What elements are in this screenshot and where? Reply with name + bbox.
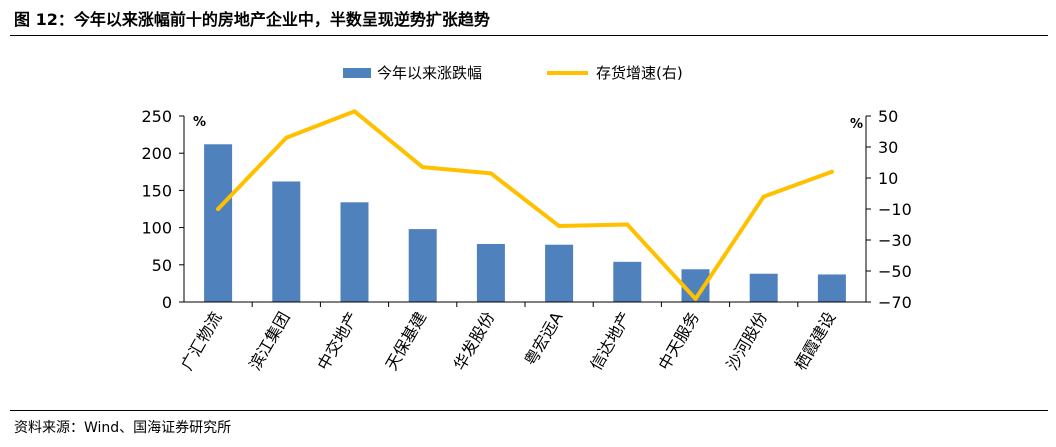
left-tick-label: 50 <box>152 256 172 275</box>
right-tick-label: 30 <box>878 138 898 157</box>
bar-9 <box>749 273 778 302</box>
right-tick-label: −70 <box>878 293 912 312</box>
legend-bar-label: 今年以来涨跌幅 <box>377 64 482 82</box>
axes <box>179 115 871 307</box>
category-label: 滨江集团 <box>245 309 293 374</box>
left-tick-label: 250 <box>141 107 172 126</box>
right-tick-label: 50 <box>878 107 898 126</box>
bar-10 <box>817 274 846 302</box>
legend-bar-swatch <box>343 68 371 78</box>
line-path <box>216 109 834 301</box>
left-tick-label: 0 <box>162 293 172 312</box>
category-label: 信达地产 <box>586 309 634 374</box>
category-label: 沙河股份 <box>723 309 771 374</box>
line-point-2 <box>284 135 289 140</box>
source-rule <box>10 410 1048 411</box>
category-label: 中天服务 <box>655 309 703 374</box>
right-tick-label: 10 <box>878 169 898 188</box>
line-series <box>216 109 834 301</box>
line-point-7 <box>625 222 630 227</box>
right-tick-label: −10 <box>878 200 912 219</box>
bar-1 <box>204 144 233 302</box>
axis-labels: 0 50 100 150 200 250 % −70 −50 −30 −10 10 30 50% 广汇物流滨… <box>141 107 911 373</box>
line-point-6 <box>557 224 562 229</box>
category-label: 中交地产 <box>314 309 362 374</box>
bar-3 <box>340 202 369 302</box>
legend-line-label: 存货增速(右) <box>596 64 683 82</box>
figure-title: 图 12：今年以来涨幅前十的房地产企业中，半数呈现逆势扩张趋势 <box>14 10 490 29</box>
left-axis-unit: % <box>193 115 206 130</box>
line-point-5 <box>488 171 493 176</box>
bar-4 <box>408 229 437 302</box>
right-tick-label: −30 <box>878 231 912 250</box>
category-label: 华发股份 <box>450 309 498 374</box>
category-label: 粤宏远A <box>521 308 567 369</box>
line-point-1 <box>216 207 221 211</box>
bar-2 <box>272 181 301 302</box>
legend: 今年以来涨跌幅 存货增速(右) <box>343 64 683 82</box>
category-label: 广汇物流 <box>177 309 225 374</box>
left-tick-label: 150 <box>141 181 172 200</box>
bar-5 <box>476 243 505 302</box>
line-point-4 <box>420 165 425 170</box>
line-point-8 <box>693 296 698 301</box>
source-note: 资料来源：Wind、国海证券研究所 <box>14 420 232 436</box>
right-axis-unit: % <box>850 117 863 132</box>
title-rule <box>10 35 1048 36</box>
line-point-3 <box>352 109 357 114</box>
left-tick-label: 100 <box>141 219 172 238</box>
category-label: 天保基建 <box>382 309 430 374</box>
bar-7 <box>613 261 642 302</box>
bar-series <box>204 144 846 302</box>
line-point-9 <box>761 194 766 199</box>
right-tick-label: −50 <box>878 262 912 281</box>
bar-6 <box>545 244 574 302</box>
line-point-10 <box>829 169 834 174</box>
left-tick-label: 200 <box>141 144 172 163</box>
category-label: 栖霞建设 <box>791 309 839 374</box>
